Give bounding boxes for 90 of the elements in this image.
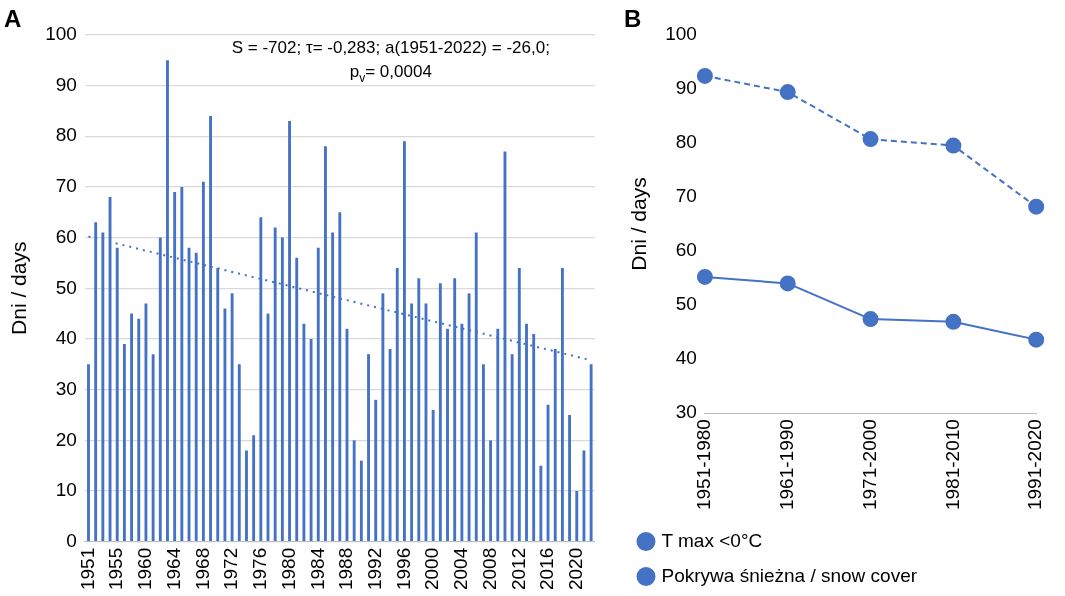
y-tick-label: 40 [675, 347, 697, 369]
bar [539, 465, 543, 542]
bar [230, 293, 234, 542]
y-tick-label: 70 [55, 175, 77, 197]
bar [115, 247, 119, 542]
bar [431, 409, 435, 542]
point [779, 275, 796, 292]
y-tick-label: 10 [55, 479, 77, 501]
x-tick-label: 1961-1990 [775, 419, 797, 511]
legend-label: T max <0°C [661, 529, 763, 551]
x-tick-label: 1980 [277, 547, 299, 591]
x-tick-label: 1988 [335, 547, 357, 591]
bar [87, 364, 90, 542]
x-tick-label: 1996 [392, 547, 414, 591]
y-tick-label: 30 [55, 377, 77, 399]
bar [481, 364, 485, 542]
x-tick-label: 2008 [478, 547, 500, 591]
x-tick-label: 1971-2000 [858, 419, 880, 511]
point [862, 131, 879, 148]
bar [381, 293, 385, 542]
point [945, 313, 962, 330]
y-tick-label: 90 [675, 77, 697, 99]
bar [575, 491, 579, 542]
point [1028, 198, 1045, 215]
x-tick-label: 1984 [306, 547, 328, 591]
bar [496, 328, 500, 542]
y-tick-label: 80 [55, 124, 77, 146]
y-tick-label: 100 [665, 23, 697, 45]
bar [474, 232, 478, 542]
bar [252, 435, 256, 542]
y-tick-label: 100 [45, 23, 77, 45]
bar [144, 303, 148, 542]
bar [122, 344, 126, 542]
x-tick-label: 2016 [536, 547, 558, 591]
bar [489, 440, 493, 542]
bar [101, 232, 105, 542]
point [779, 84, 796, 101]
legend-label: Pokrywa śnieżna / snow cover [661, 564, 918, 586]
x-tick-label: 1964 [162, 547, 184, 591]
bar [309, 338, 313, 542]
x-tick-label: 2020 [565, 547, 586, 591]
x-tick-label: 1981-2010 [941, 419, 963, 511]
chart-title: B [624, 5, 642, 33]
bar [302, 323, 306, 542]
y-tick-label: 50 [675, 293, 697, 315]
bar [137, 318, 141, 542]
bar [352, 440, 356, 542]
point [862, 311, 879, 328]
chart-title: A [4, 5, 22, 33]
x-tick-label: 1976 [249, 547, 271, 591]
y-tick-label: 60 [55, 225, 77, 247]
y-tick-label: 20 [55, 428, 77, 450]
y-axis-title: Dni / days [7, 241, 31, 335]
bar [589, 364, 593, 542]
y-tick-label: 80 [675, 131, 697, 153]
y-axis-title: Dni / days [627, 177, 651, 271]
bar [237, 364, 241, 542]
x-tick-label: 2000 [421, 547, 443, 591]
y-tick-label: 60 [675, 239, 697, 261]
point [1028, 331, 1045, 348]
x-tick-label: 1972 [220, 547, 242, 591]
point [696, 268, 713, 285]
x-tick-label: 1951 [76, 547, 98, 591]
bar [245, 450, 248, 542]
y-tick-label: 0 [66, 529, 77, 551]
x-tick-label: 2012 [507, 547, 529, 591]
bar [568, 415, 572, 542]
bar [510, 354, 514, 542]
x-tick-label: 1992 [363, 547, 385, 591]
bar [94, 222, 98, 542]
annotation: S = -702; τ= -0,283; a(1951-2022) = -26,0; [231, 38, 550, 58]
bar [359, 460, 363, 542]
point [945, 137, 962, 154]
bar [223, 308, 227, 542]
y-tick-label: 70 [675, 185, 697, 207]
point [696, 67, 713, 84]
x-tick-label: 1955 [105, 547, 127, 591]
y-tick-label: 40 [55, 327, 77, 349]
y-tick-label: 50 [55, 276, 77, 298]
x-tick-label: 1991-2020 [1024, 419, 1046, 511]
bar [130, 313, 134, 542]
bar [367, 354, 370, 542]
bar [446, 328, 449, 542]
bar [388, 349, 392, 542]
x-tick-label: 1968 [191, 547, 213, 591]
y-tick-label: 90 [55, 73, 77, 95]
x-tick-label: 1960 [134, 547, 156, 591]
x-tick-label: 2004 [450, 547, 472, 591]
bar [151, 354, 155, 542]
bar [374, 399, 378, 542]
